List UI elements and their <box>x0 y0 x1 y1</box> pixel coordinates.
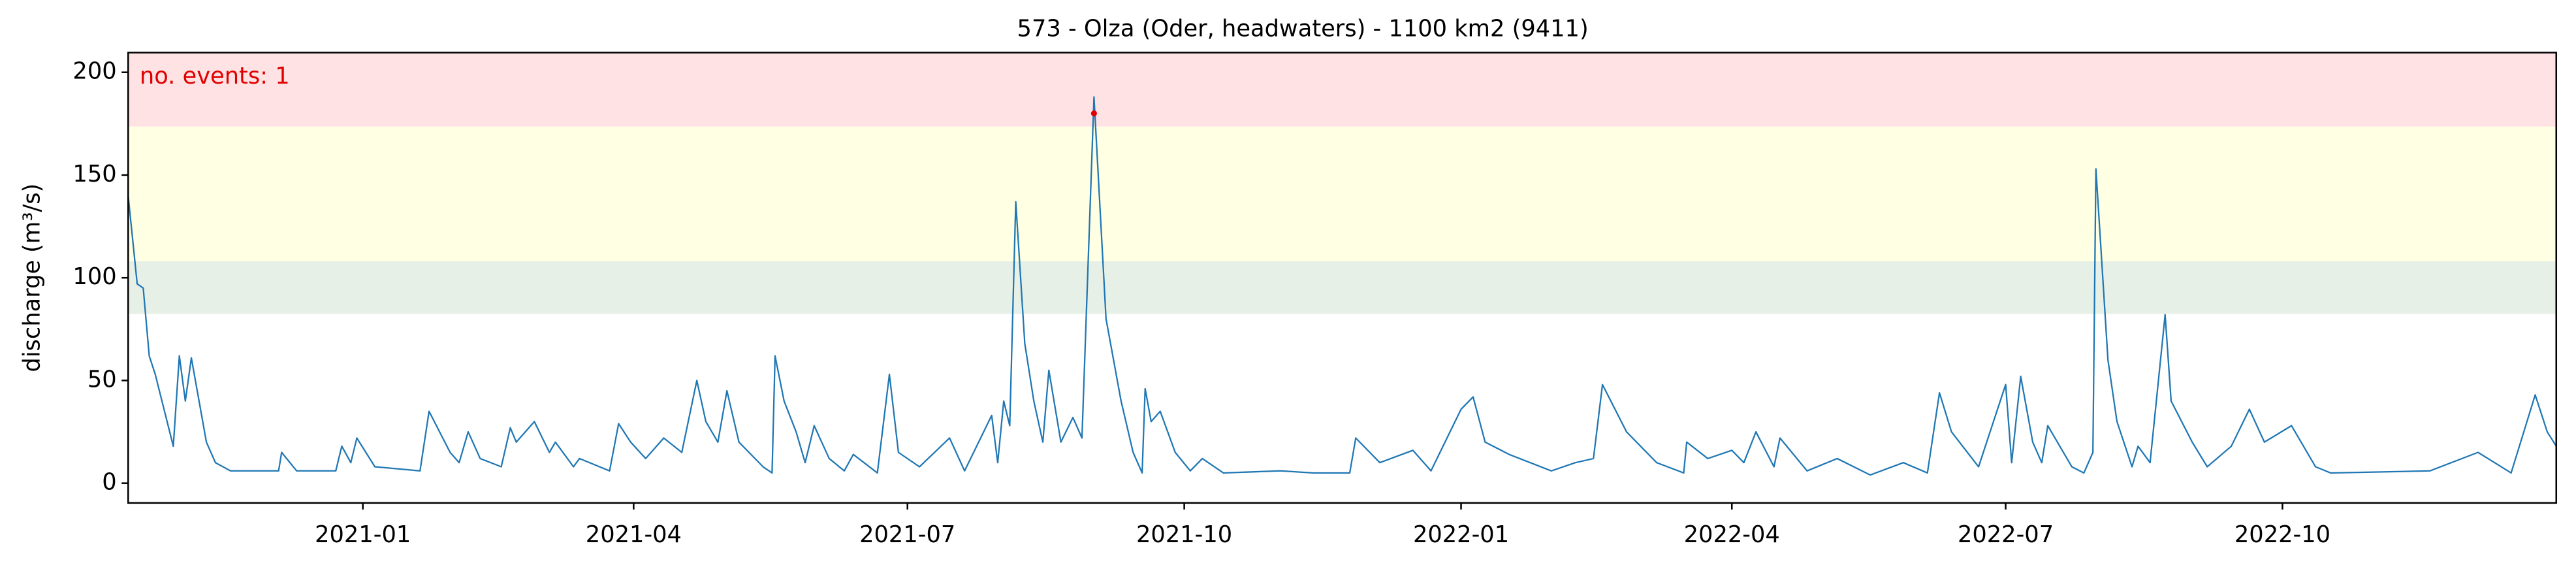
x-tick-label: 2021-07 <box>859 521 955 548</box>
discharge-line <box>128 96 2556 476</box>
y-tick-label: 0 <box>102 469 116 496</box>
y-tick-label: 200 <box>72 58 116 85</box>
x-tick-label: 2021-04 <box>586 521 682 548</box>
y-axis-label: discharge (m³/s) <box>18 184 45 372</box>
bands <box>128 52 2556 314</box>
threshold-band <box>128 52 2556 127</box>
x-tick-label: 2021-01 <box>315 521 411 548</box>
x-tick-label: 2021-10 <box>1136 521 1232 548</box>
threshold-band <box>128 126 2556 262</box>
plot-area <box>128 96 2556 476</box>
event-marker <box>1090 110 1097 117</box>
x-tick-label: 2022-07 <box>1958 521 2054 548</box>
annotation: no. events: 1 <box>140 63 290 89</box>
chart-title: 573 - Olza (Oder, headwaters) - 1100 km2… <box>1017 15 1589 42</box>
y-tick-label: 50 <box>87 366 117 393</box>
y-tick-label: 100 <box>72 263 116 290</box>
threshold-band <box>128 261 2556 314</box>
y-tick-label: 150 <box>72 161 116 187</box>
x-tick-label: 2022-01 <box>1413 521 1509 548</box>
x-tick-label: 2022-10 <box>2234 521 2330 548</box>
x-tick-label: 2022-04 <box>1684 521 1780 548</box>
